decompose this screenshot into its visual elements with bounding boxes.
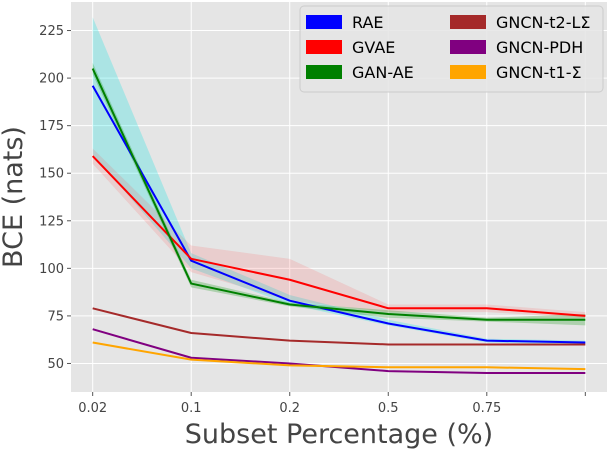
legend-swatch-gncn-pdh [450, 40, 486, 54]
line-gncn-t1- [92, 341, 586, 371]
y-tick-label: 150 [39, 167, 64, 182]
legend-swatch-rae [306, 15, 342, 29]
legend-swatch-gncn-t1- [450, 65, 486, 79]
legend-swatch-gvae [306, 40, 342, 54]
y-tick-label: 75 [47, 309, 64, 324]
y-axis-ticks: 50 75 100 125 150 175 200 225 [39, 24, 71, 372]
x-tick-label: 0.1 [181, 401, 202, 416]
legend-label-gncn-t2-l-: GNCN-t2-LΣ [496, 13, 591, 32]
y-tick-label: 50 [47, 357, 64, 372]
line-gan-ae [91, 68, 586, 321]
legend-swatch-gncn-t2-l- [450, 15, 486, 29]
x-tick-label: 0.75 [472, 401, 501, 416]
x-axis-ticks: 0.02 0.1 0.2 0.5 0.75 [78, 392, 586, 416]
x-axis-title: Subset Percentage (%) [185, 419, 493, 450]
x-tick-label: 0.02 [78, 401, 107, 416]
line-gvae [91, 155, 586, 317]
legend-label-gncn-pdh: GNCN-PDH [496, 38, 583, 57]
legend: RAE GVAE GAN-AE GNCN-t2-LΣ GNCN-PDH GNCN-t1-Σ [299, 5, 604, 93]
y-tick-label: 200 [39, 72, 64, 87]
legend-label-rae: RAE [352, 13, 384, 32]
y-tick-label: 100 [39, 262, 64, 277]
x-tick-label: 0.2 [279, 401, 300, 416]
legend-swatch-gan-ae [306, 65, 342, 79]
series-lines [91, 68, 586, 374]
confidence-bands [92, 17, 586, 345]
legend-label-gncn-t1-: GNCN-t1-Σ [496, 63, 582, 82]
grid [71, 2, 607, 392]
y-tick-label: 125 [39, 214, 64, 229]
band-gvae [92, 148, 586, 318]
line-gncn-t2-l- [92, 307, 586, 346]
line-rae [91, 85, 586, 344]
y-tick-label: 225 [39, 24, 64, 39]
legend-label-gan-ae: GAN-AE [352, 63, 414, 82]
x-tick-label: 0.5 [378, 401, 399, 416]
y-axis-title: BCE (nats) [0, 126, 29, 268]
y-tick-label: 175 [39, 119, 64, 134]
legend-label-gvae: GVAE [352, 38, 395, 57]
